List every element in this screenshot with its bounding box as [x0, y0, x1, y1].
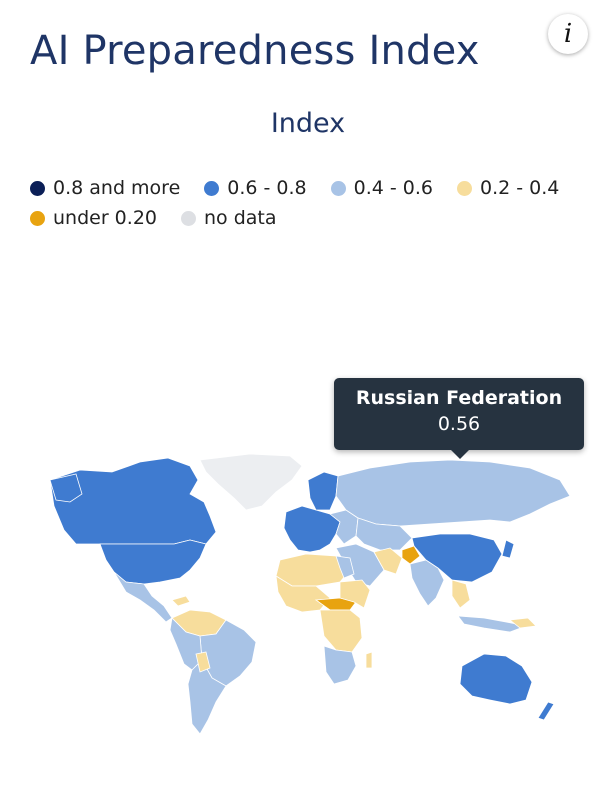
legend-label: 0.4 - 0.6 — [353, 177, 434, 199]
region-japan-korea[interactable] — [501, 539, 515, 559]
legend-item-0.4-0.6[interactable]: 0.4 - 0.6 — [330, 176, 434, 200]
region-southeast-asia[interactable] — [451, 579, 471, 609]
legend: 0.8 and more 0.6 - 0.8 0.4 - 0.6 0.2 - 0… — [30, 176, 590, 230]
region-greenland[interactable] — [199, 453, 303, 511]
legend-label: no data — [204, 207, 277, 229]
region-russian-federation[interactable] — [335, 459, 571, 527]
region-usa[interactable] — [99, 539, 207, 585]
region-canada[interactable] — [49, 457, 217, 545]
legend-swatch-icon — [30, 210, 45, 226]
region-east-africa[interactable] — [339, 579, 371, 609]
region-sahel-belt[interactable] — [314, 597, 357, 611]
legend-item-no-data[interactable]: no data — [181, 206, 277, 230]
region-scandinavia[interactable] — [307, 471, 339, 511]
region-caribbean[interactable] — [171, 595, 191, 607]
region-china[interactable] — [411, 533, 503, 583]
tooltip-value: 0.56 — [437, 413, 481, 435]
region-papua[interactable] — [508, 617, 537, 629]
region-argentina-chile[interactable] — [187, 659, 227, 735]
region-western-europe[interactable] — [283, 505, 341, 553]
legend-label: 0.2 - 0.4 — [480, 177, 560, 199]
legend-swatch-icon — [30, 180, 45, 196]
region-central-africa[interactable] — [319, 609, 363, 653]
region-egypt[interactable] — [335, 555, 355, 579]
legend-item-0.8-and-more[interactable]: 0.8 and more — [30, 176, 180, 200]
legend-swatch-icon — [457, 180, 473, 196]
region-iran[interactable] — [373, 547, 403, 575]
legend-label: under 0.20 — [53, 207, 157, 229]
region-indonesia[interactable] — [457, 615, 528, 633]
region-bolivia-paraguay[interactable] — [195, 651, 211, 673]
info-icon[interactable]: i — [548, 14, 588, 54]
page-title: AI Preparedness Index — [30, 28, 480, 74]
map-tooltip: Russian Federation 0.56 — [334, 378, 584, 459]
region-alaska[interactable] — [49, 473, 83, 503]
region-madagascar[interactable] — [365, 651, 373, 669]
tooltip-country-name: Russian Federation — [355, 387, 563, 409]
map-subtitle: Index — [270, 108, 346, 139]
region-central-asia[interactable] — [355, 517, 413, 551]
legend-item-0.2-0.4[interactable]: 0.2 - 0.4 — [457, 176, 559, 200]
legend-swatch-icon — [330, 180, 346, 196]
region-australia[interactable] — [459, 653, 533, 705]
region-afghanistan[interactable] — [401, 545, 421, 565]
legend-swatch-icon — [181, 210, 196, 226]
legend-item-0.6-0.8[interactable]: 0.6 - 0.8 — [204, 176, 307, 200]
legend-swatch-icon — [204, 180, 220, 196]
world-map — [40, 440, 580, 740]
legend-item-under-0.20[interactable]: under 0.20 — [30, 206, 157, 230]
region-southern-africa[interactable] — [323, 645, 357, 685]
region-new-zealand[interactable] — [537, 701, 555, 721]
legend-label: 0.6 - 0.8 — [227, 177, 307, 199]
legend-label: 0.8 and more — [53, 177, 181, 199]
